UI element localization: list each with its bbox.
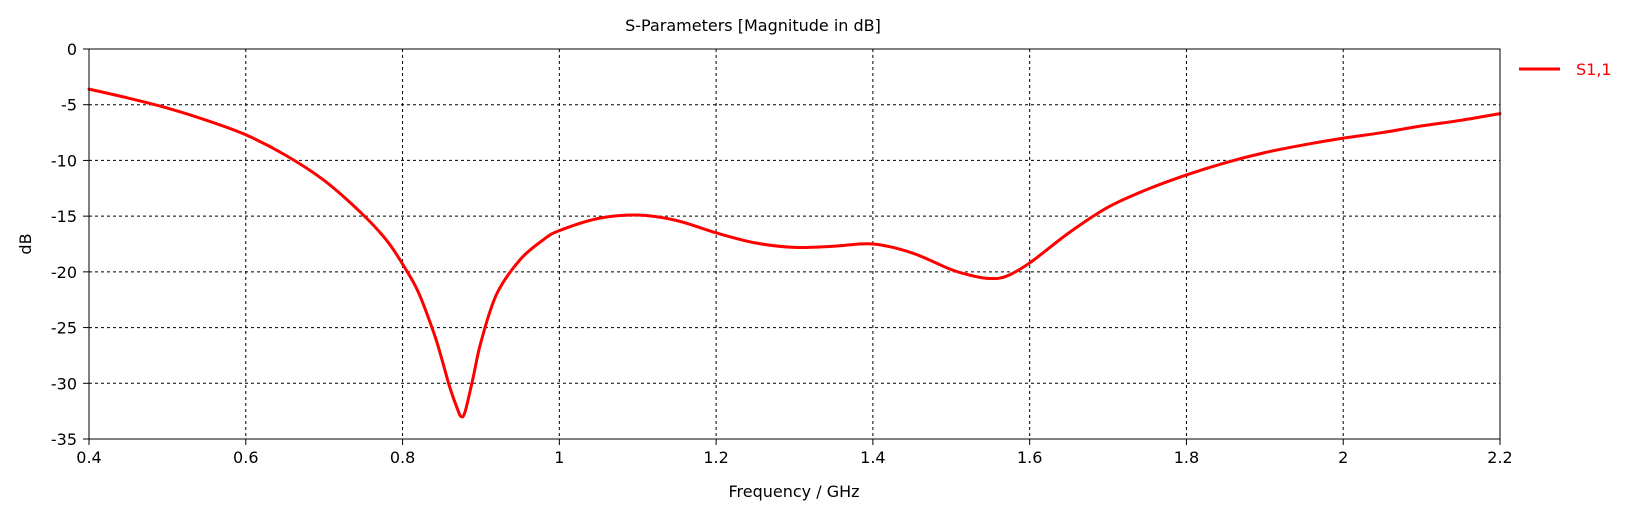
x-tick-label: 1.6 bbox=[1017, 448, 1042, 467]
x-tick-label: 0.6 bbox=[233, 448, 258, 467]
x-tick-label: 1.8 bbox=[1174, 448, 1199, 467]
series-layer bbox=[87, 87, 1502, 419]
legend-label-s11: S1,1 bbox=[1576, 60, 1612, 79]
y-tick-label: -25 bbox=[51, 319, 77, 338]
x-tick-labels: 0.4 0.6 0.8 1 1.2 1.4 1.6 1.8 2 2.2 bbox=[76, 448, 1512, 467]
x-tick-label: 1.4 bbox=[860, 448, 885, 467]
series-line-s11 bbox=[87, 87, 1502, 419]
x-tick-label: 0.4 bbox=[76, 448, 101, 467]
x-axis-label: Frequency / GHz bbox=[728, 482, 859, 501]
chart-title: S-Parameters [Magnitude in dB] bbox=[625, 16, 881, 35]
y-tick-label: -10 bbox=[51, 151, 77, 170]
x-tick-label: 1 bbox=[554, 448, 564, 467]
legend: S1,1 bbox=[1519, 60, 1612, 79]
x-tick-label: 2.2 bbox=[1487, 448, 1512, 467]
y-axis-label: dB bbox=[16, 233, 35, 254]
y-tick-label: -20 bbox=[51, 263, 77, 282]
plot-area-frame bbox=[88, 48, 1501, 440]
x-tick-label: 2 bbox=[1338, 448, 1348, 467]
y-tick-label: -30 bbox=[51, 374, 77, 393]
x-tick-label: 1.2 bbox=[703, 448, 728, 467]
grid-lines bbox=[83, 48, 1501, 445]
y-tick-label: -15 bbox=[51, 207, 77, 226]
y-tick-label: -5 bbox=[61, 96, 77, 115]
y-tick-label: -35 bbox=[51, 430, 77, 449]
x-tick-label: 0.8 bbox=[390, 448, 415, 467]
y-tick-label: 0 bbox=[67, 40, 77, 59]
y-tick-labels: 0 -5 -10 -15 -20 -25 -30 -35 bbox=[51, 40, 77, 449]
